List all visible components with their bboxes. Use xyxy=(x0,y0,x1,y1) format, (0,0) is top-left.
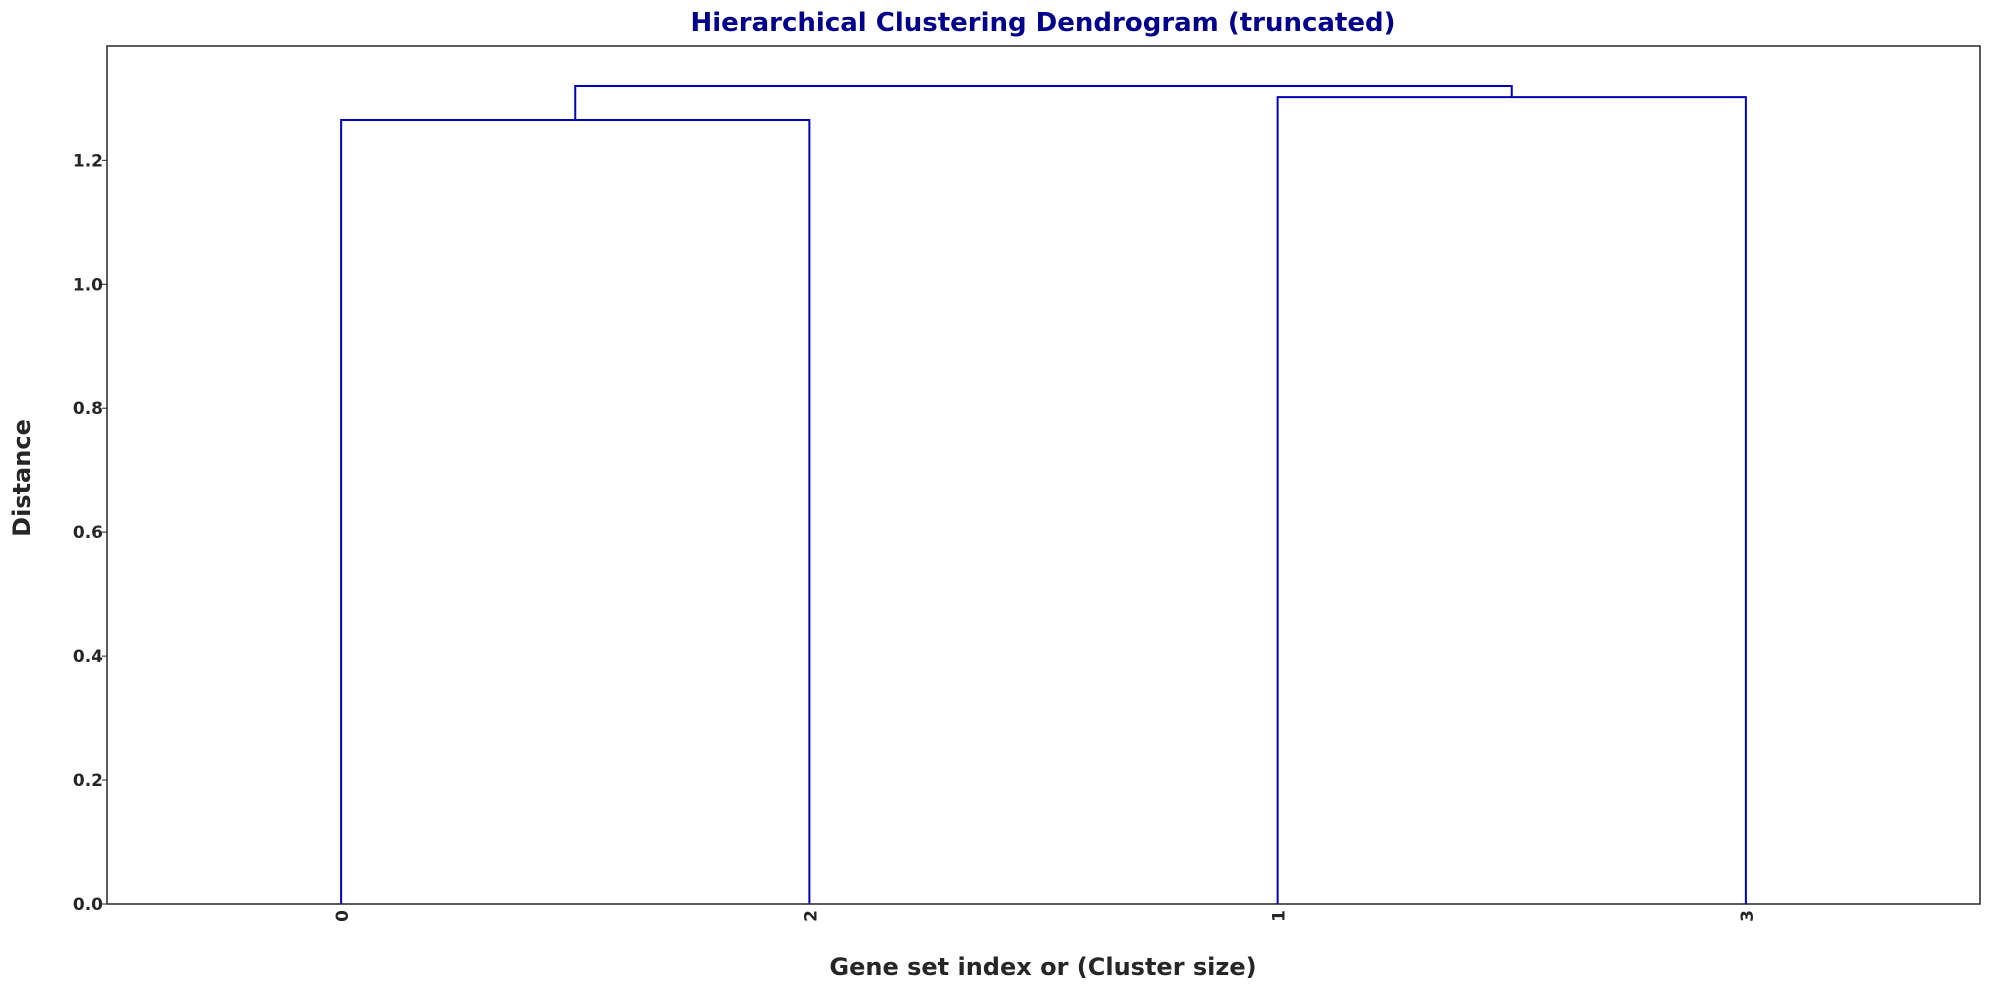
dendrogram-link-1 xyxy=(340,119,811,904)
y-tick-label: 0.4 xyxy=(73,647,103,667)
dendrogram-link-2 xyxy=(1276,96,1747,904)
chart-title: Hierarchical Clustering Dendrogram (trun… xyxy=(690,8,1395,38)
x-tick-label-2: 2 xyxy=(801,910,821,922)
y-axis-label: Distance xyxy=(8,419,36,537)
y-tick-label: 0.6 xyxy=(73,523,103,543)
x-tick-label-0: 0 xyxy=(333,910,353,922)
y-tick-label: 0.2 xyxy=(73,771,103,791)
dendrogram-link-3 xyxy=(574,84,1513,121)
x-tick-label-1: 1 xyxy=(1270,910,1290,922)
y-tick-label: 0.8 xyxy=(73,399,103,419)
plot-area-frame xyxy=(106,45,1981,905)
dendrogram-links xyxy=(340,84,1747,904)
y-tick-label: 1.0 xyxy=(73,275,103,295)
y-axis-ticks: 0.0 0.2 0.4 0.6 0.8 1.0 1.2 xyxy=(73,151,107,915)
x-axis-label: Gene set index or (Cluster size) xyxy=(829,953,1256,981)
y-tick-label: 0.0 xyxy=(73,895,103,915)
x-axis-ticks: 0 2 1 3 xyxy=(333,910,1758,922)
y-tick-label: 1.2 xyxy=(73,151,103,171)
x-tick-label-3: 3 xyxy=(1738,910,1758,922)
